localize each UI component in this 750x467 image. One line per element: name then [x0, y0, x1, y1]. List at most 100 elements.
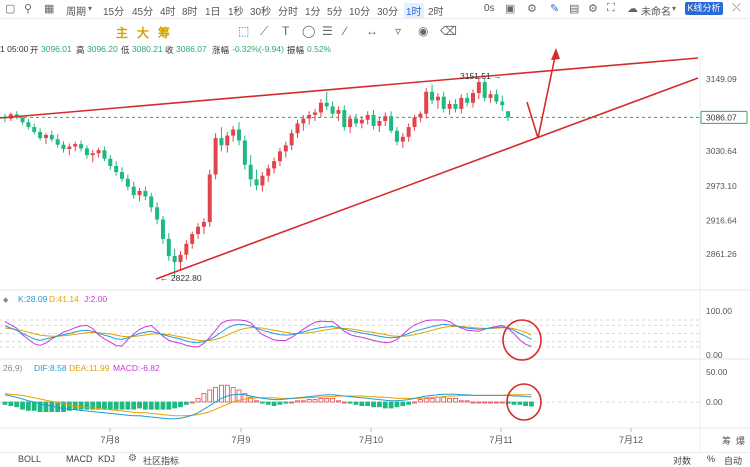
tab-interval-4[interactable]: 1日 [205, 7, 221, 18]
candle-body [453, 103, 458, 109]
candle-body [394, 130, 399, 142]
search-icon[interactable]: ⚲ [24, 3, 33, 15]
candle-body [43, 134, 48, 139]
kdj-k-label: K:28.09 [18, 294, 48, 304]
calendar-icon[interactable]: ▢ [5, 3, 16, 15]
kline-analysis-button[interactable]: K线分析 [685, 2, 723, 15]
indicator-boll[interactable]: BOLL [18, 454, 42, 464]
candle-body [26, 122, 31, 128]
macd-histogram-bar [271, 401, 277, 406]
candle-body [277, 151, 282, 162]
macd-histogram-bar [400, 401, 406, 406]
macd-histogram-bar [476, 401, 482, 404]
candle-body [49, 134, 54, 140]
template-icon[interactable]: ▤ [569, 3, 580, 15]
tab-interval-5[interactable]: 1秒 [228, 7, 244, 18]
eye-icon[interactable]: ◉ [418, 24, 429, 38]
chevron-down-icon[interactable]: ▾ [672, 4, 677, 13]
bottom-bar: BOLL MACD KDJ ⚙ 社区指标 对数 % 自动 [0, 452, 750, 466]
candle-body [149, 196, 154, 208]
candle-body [476, 82, 481, 94]
measure-tool-icon[interactable]: ↔ [366, 24, 378, 38]
macd-histogram-bar [14, 401, 20, 408]
candle-body [412, 117, 417, 128]
pencil-icon[interactable]: ✎ [550, 3, 560, 15]
shape-tool-icon[interactable]: ◯ [302, 24, 316, 38]
zero-label: 0s [484, 3, 495, 14]
macd-histogram-bar [353, 401, 359, 405]
filter-icon[interactable]: ▿ [395, 24, 402, 38]
settings-icon[interactable]: ⚙ [527, 3, 537, 15]
candle-body [190, 234, 195, 244]
camera-icon[interactable]: ▣ [505, 3, 516, 15]
macd-histogram-bar [20, 401, 25, 410]
macd-histogram-bar [365, 401, 371, 406]
indicator-kdj[interactable]: KDJ [98, 454, 116, 464]
cursor-tool-icon[interactable]: ⬚ [238, 24, 250, 38]
tab-interval-13[interactable]: 2时 [428, 7, 444, 18]
chevron-down-icon[interactable]: ▾ [88, 4, 93, 13]
macd-histogram-bar [131, 401, 137, 410]
gear-icon[interactable]: ⚙ [588, 3, 598, 15]
candle-body [500, 101, 505, 106]
candle-body [219, 138, 224, 146]
layout-name[interactable]: 未命名 [641, 7, 671, 18]
macd-histogram-bar [43, 401, 49, 413]
tab-interval-9[interactable]: 5分 [327, 7, 343, 18]
tab-interval-6[interactable]: 30秒 [250, 7, 272, 18]
tab-interval-2[interactable]: 4时 [160, 7, 176, 18]
period-selector[interactable]: 周期 [66, 7, 86, 18]
macd-histogram-bar [107, 401, 113, 410]
line-tool-icon[interactable]: ⟋ [260, 24, 269, 38]
macd-histogram-bar [90, 401, 96, 410]
tab-interval-3[interactable]: 8时 [182, 7, 198, 18]
candle-body [32, 127, 37, 132]
log-scale-toggle[interactable]: 对数 [673, 456, 692, 466]
chip-distribution-label: 筹 [722, 435, 731, 446]
community-icon[interactable]: ⚙ [128, 453, 137, 464]
change-label: 涨幅 [212, 45, 230, 55]
tab-interval-1[interactable]: 45分 [132, 7, 154, 18]
tab-interval-11[interactable]: 30分 [377, 7, 399, 18]
macd-histogram-bar [265, 401, 271, 405]
percent-toggle[interactable]: % [707, 454, 716, 464]
kdj-highlight-circle [502, 319, 542, 361]
macd-histogram-bar [201, 393, 207, 403]
candle-body [377, 121, 382, 126]
trash-icon[interactable]: ⌫ [440, 24, 457, 38]
grid-icon[interactable]: ▦ [44, 3, 55, 15]
macd-histogram-bar [423, 397, 429, 403]
high-annotation: 3151.51 → [460, 71, 502, 81]
lower-trendline [155, 77, 699, 280]
indicator-macd[interactable]: MACD [66, 454, 93, 464]
tab-interval-12[interactable]: 1时 [404, 3, 424, 18]
candle-body [441, 96, 446, 109]
text-tool-icon[interactable]: T [282, 24, 290, 38]
tab-interval-0[interactable]: 15分 [103, 7, 125, 18]
chip-label[interactable]: 筹 [158, 26, 171, 40]
fullscreen-icon[interactable]: ⛶ [607, 2, 615, 14]
macd-histogram-bar [125, 401, 131, 410]
cloud-icon[interactable]: ☁ [627, 3, 638, 15]
candle-body [38, 131, 43, 139]
macd-histogram-bar [382, 401, 388, 409]
auto-scale-toggle[interactable]: 自动 [724, 456, 743, 466]
ohlc-info: 1 05:00 开 3096.01 高 3096.20 低 3080.21 收 … [0, 43, 750, 57]
main-force-label[interactable]: 主 [116, 26, 129, 40]
current-price-tag [700, 110, 748, 124]
liquidation-label: 爆 [736, 435, 745, 446]
share-icon[interactable]: ⤬ [732, 2, 741, 14]
big-order-label[interactable]: 大 [137, 26, 150, 40]
tab-interval-10[interactable]: 10分 [349, 7, 371, 18]
candle-body [289, 133, 294, 146]
tab-interval-7[interactable]: 分时 [278, 7, 298, 18]
kdj-tick-label: 0.00 [706, 350, 723, 360]
macd-histogram-bar [406, 401, 412, 405]
indicator-community[interactable]: 社区指标 [143, 456, 180, 466]
macd-histogram-bar [207, 389, 213, 403]
fib-tool-icon[interactable]: ☰ [322, 24, 333, 38]
candle-body [418, 113, 423, 118]
channel-tool-icon[interactable]: ∕ [344, 24, 347, 38]
candle-body [371, 114, 376, 126]
tab-interval-8[interactable]: 1分 [305, 7, 321, 18]
